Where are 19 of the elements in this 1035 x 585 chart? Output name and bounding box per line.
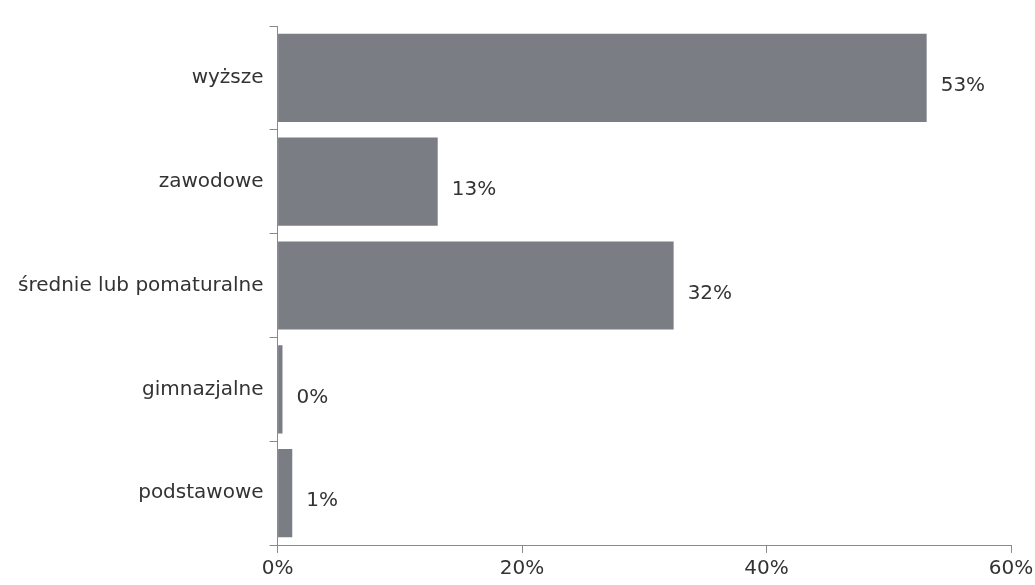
x-tick-label: 0% (261, 555, 294, 580)
data-label: 53% (940, 72, 986, 97)
y-tick-label: średnie lub pomaturalne (17, 271, 264, 296)
bar (278, 33, 927, 123)
bar (278, 448, 293, 538)
x-tick-label: 60% (988, 555, 1034, 580)
bar (278, 241, 674, 330)
y-tick-label: zawodowe (158, 167, 264, 192)
data-label: 13% (451, 175, 497, 200)
y-tick-label: gimnazjalne (142, 375, 264, 400)
data-label: 0% (296, 383, 329, 408)
x-tick-label: 40% (744, 555, 789, 580)
y-tick-label: podstawowe (138, 479, 264, 504)
x-tick-label: 20% (499, 555, 545, 580)
bar (278, 345, 283, 434)
data-label: 1% (306, 487, 338, 512)
data-label: 32% (687, 279, 733, 304)
y-tick-label: wyższe (191, 64, 264, 89)
bar (278, 137, 438, 226)
